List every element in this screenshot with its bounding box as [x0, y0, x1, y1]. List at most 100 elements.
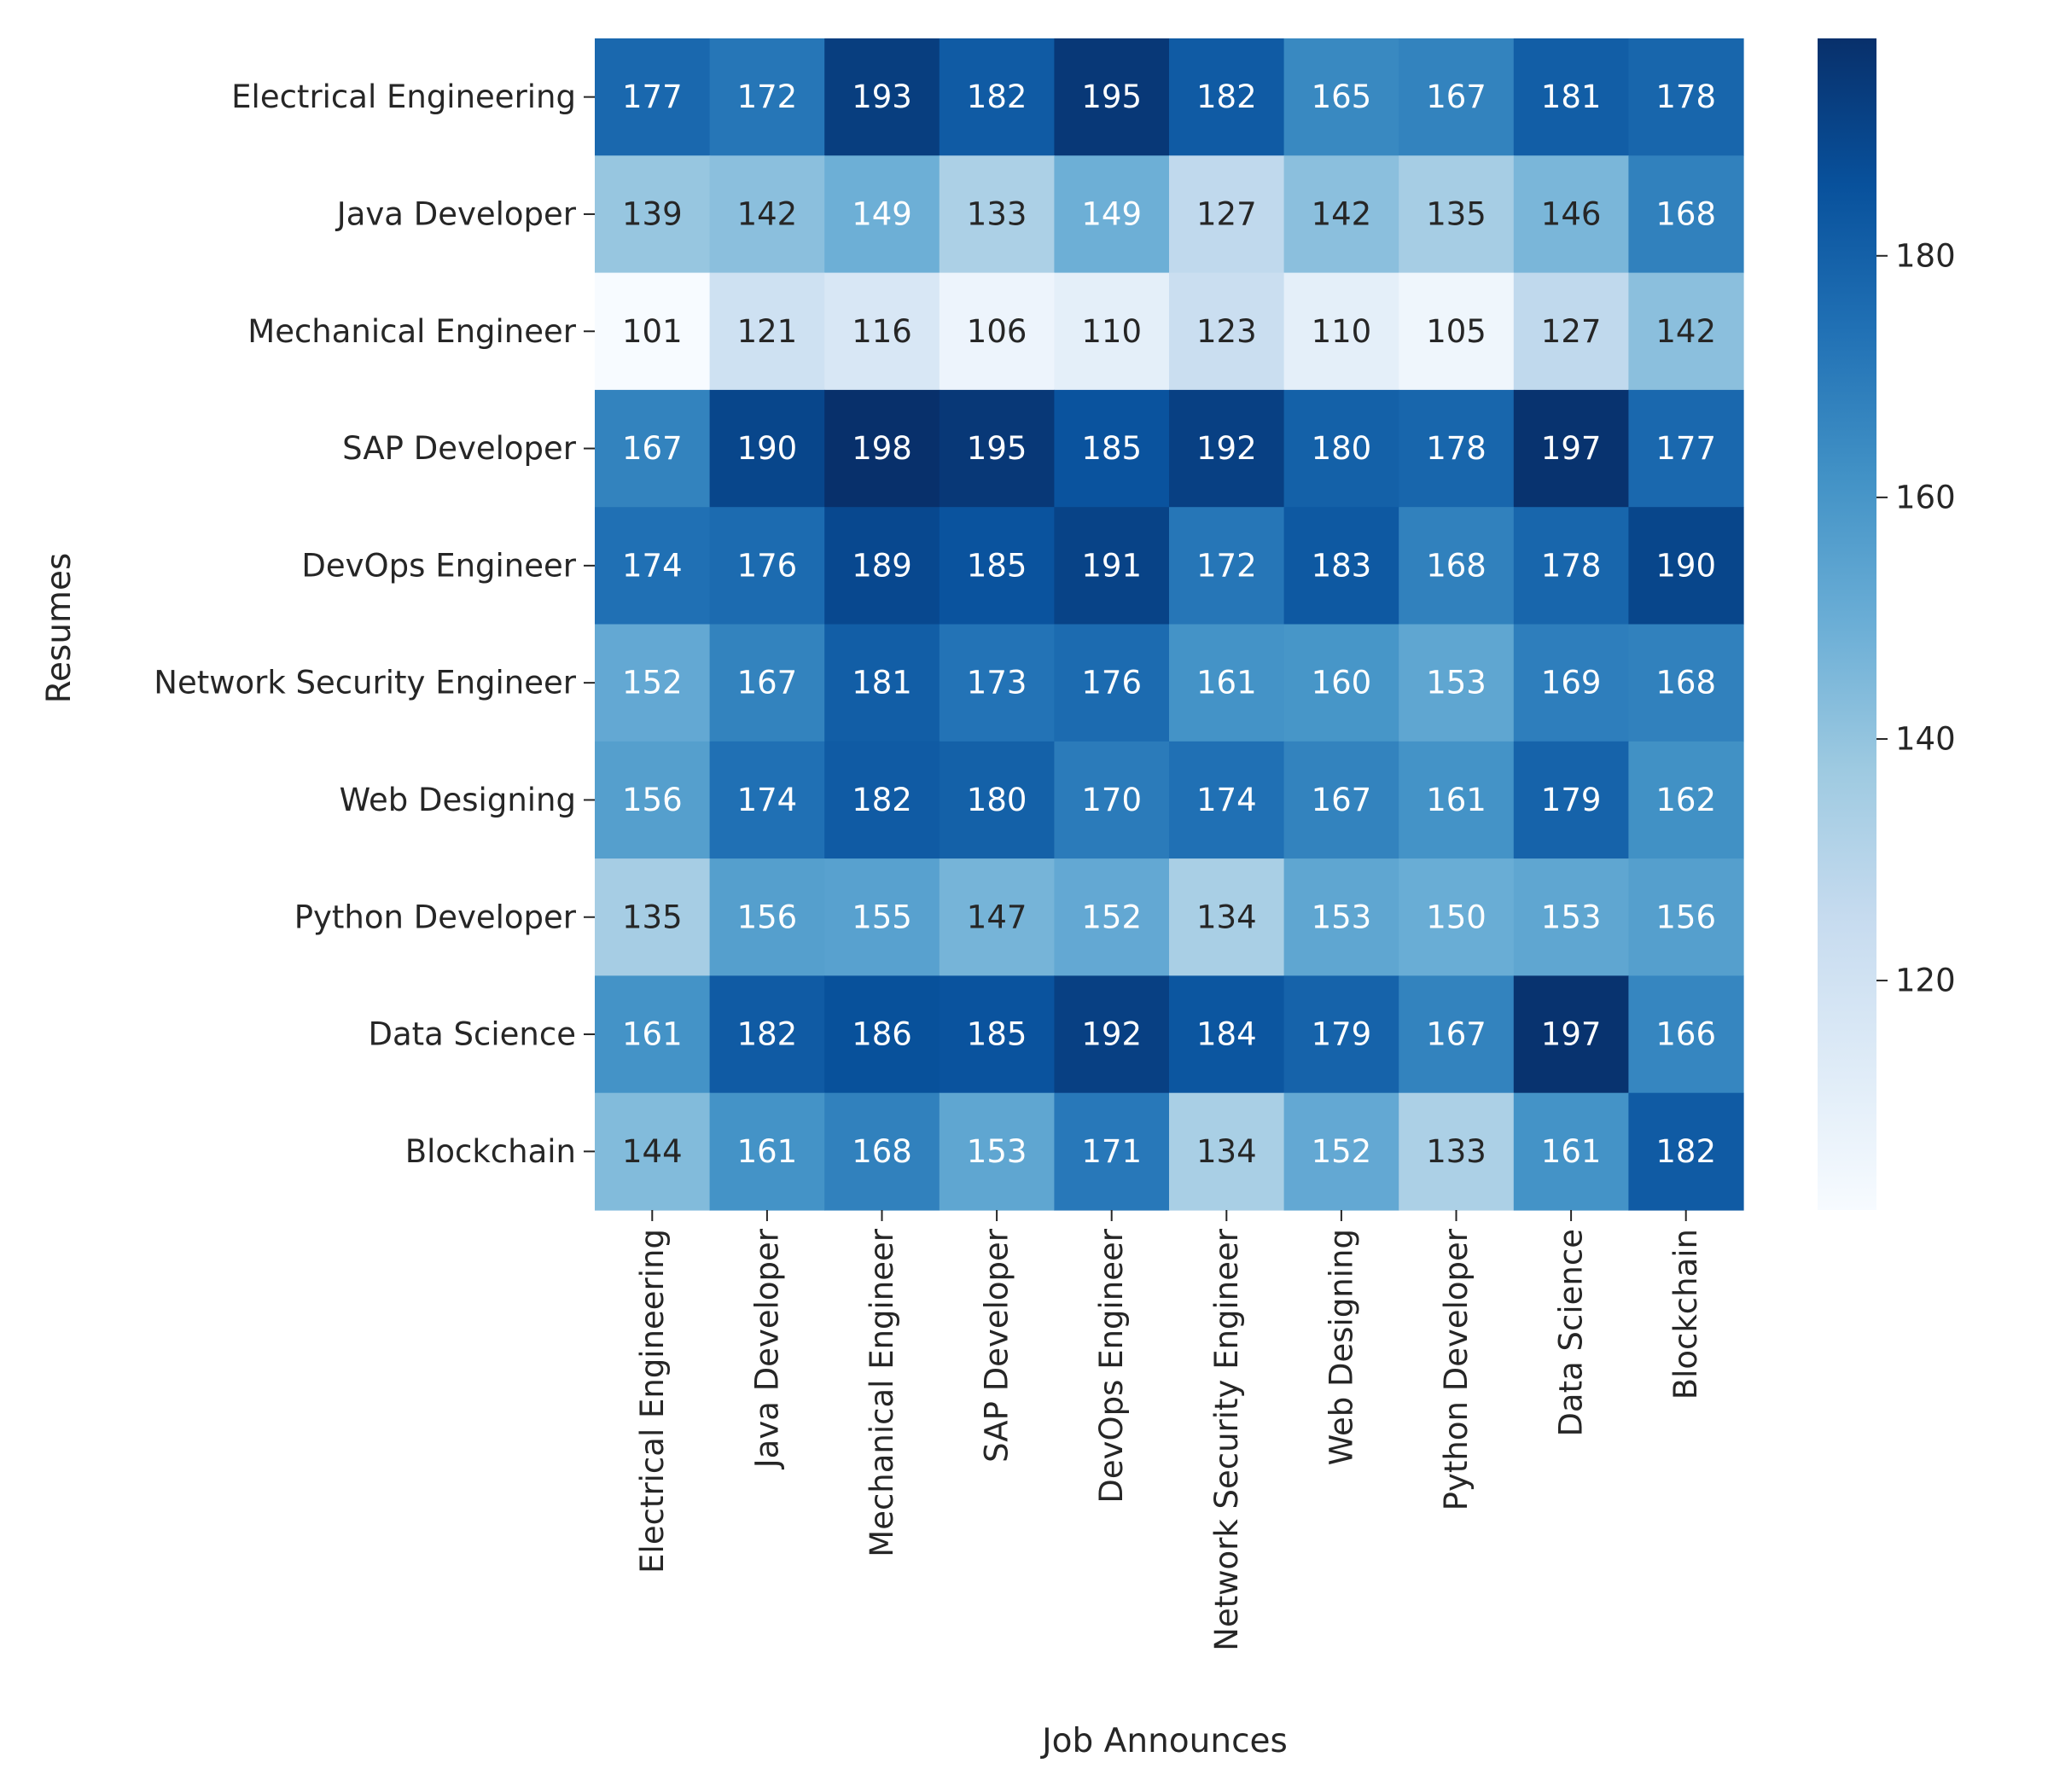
cell-value-label: 197 [1541, 430, 1602, 467]
cell-value-label: 195 [967, 430, 1027, 467]
cell-value-label: 169 [1541, 665, 1602, 701]
heatmap-cell [1513, 389, 1629, 508]
cell-value-label: 156 [1655, 899, 1716, 935]
cell-value-label: 161 [1196, 665, 1257, 701]
colorbar [1818, 38, 1876, 1210]
heatmap-cell [709, 38, 825, 156]
heatmap-cell [1283, 858, 1399, 976]
y-tick-label: Web Designing [340, 782, 576, 818]
cell-value-label: 153 [967, 1133, 1027, 1170]
cell-value-label: 195 [1081, 79, 1142, 115]
cell-value-label: 172 [1196, 547, 1257, 584]
heatmap-cell [595, 38, 711, 156]
cell-value-label: 121 [737, 313, 798, 350]
heatmap-cell [824, 272, 940, 391]
cell-value-label: 166 [1655, 1016, 1716, 1053]
cell-value-label: 168 [1655, 665, 1716, 701]
y-axis-ticks: Electrical Engineering Java Developer Mech… [154, 79, 595, 1170]
heatmap-cell [1628, 507, 1744, 625]
y-tick-label: DevOps Engineer [301, 547, 576, 584]
heatmap-cell [709, 389, 825, 508]
x-tick-label: Python Developer [1438, 1228, 1475, 1510]
cell-value-label: 162 [1655, 782, 1716, 818]
heatmap-cell [1399, 975, 1515, 1094]
heatmap-cell [1054, 155, 1170, 274]
cell-value-label: 182 [1655, 1133, 1716, 1170]
cell-value-label: 161 [1541, 1133, 1602, 1170]
cell-value-label: 156 [622, 782, 683, 818]
cell-value-label: 152 [622, 665, 683, 701]
heatmap-cell [709, 741, 825, 859]
cell-value-label: 161 [622, 1016, 683, 1053]
cell-value-label: 149 [1081, 195, 1142, 232]
cell-value-label: 147 [967, 899, 1027, 935]
cell-value-label: 189 [852, 547, 912, 584]
heatmap-cell [1628, 741, 1744, 859]
heatmap-cell [1513, 975, 1629, 1094]
cell-value-label: 178 [1655, 79, 1716, 115]
cell-value-label: 191 [1081, 547, 1142, 584]
heatmap-cell [1399, 741, 1515, 859]
cell-value-label: 135 [1426, 195, 1487, 232]
x-axis-ticks: Electrical Engineering Java Developer Mech… [634, 1210, 1704, 1651]
cell-value-label: 146 [1541, 195, 1602, 232]
heatmap-cell [824, 38, 940, 156]
heatmap-cell [1283, 155, 1399, 274]
colorbar-tick-label: 120 [1895, 963, 1956, 999]
heatmap-cell [824, 155, 940, 274]
heatmap-cell [1054, 741, 1170, 859]
cell-value-label: 168 [1426, 547, 1487, 584]
heatmap-cell [824, 624, 940, 742]
heatmap-cell [824, 741, 940, 859]
heatmap-cell [939, 272, 1055, 391]
cell-value-label: 174 [737, 782, 798, 818]
cell-value-label: 133 [1426, 1133, 1487, 1170]
cell-value-label: 172 [737, 79, 798, 115]
heatmap-cell [1054, 389, 1170, 508]
cell-value-label: 185 [967, 1016, 1027, 1053]
cell-value-label: 156 [737, 899, 798, 935]
heatmap-cell [1399, 1092, 1515, 1211]
cell-value-label: 167 [1312, 782, 1372, 818]
heatmap-cell [1513, 272, 1629, 391]
colorbar-tick-label: 180 [1895, 237, 1956, 274]
cell-value-label: 174 [1196, 782, 1257, 818]
cell-value-label: 165 [1312, 79, 1372, 115]
heatmap-cell [1169, 975, 1285, 1094]
cell-value-label: 167 [737, 665, 798, 701]
cell-value-label: 135 [622, 899, 683, 935]
heatmap-cell [1283, 1092, 1399, 1211]
x-tick-label: Blockchain [1667, 1229, 1704, 1399]
cell-value-label: 180 [967, 782, 1027, 818]
y-tick-label: Mechanical Engineer [247, 313, 577, 350]
x-tick-label: Data Science [1553, 1229, 1590, 1437]
heatmap-cell [1513, 858, 1629, 976]
heatmap-cells: 177 172 193 182 195 182 165 167 181 178 139 142 149 1… [595, 38, 1744, 1211]
cell-value-label: 167 [622, 430, 683, 467]
heatmap-cell [824, 389, 940, 508]
heatmap-cell [939, 624, 1055, 742]
cell-value-label: 177 [1655, 430, 1716, 467]
cell-value-label: 179 [1541, 782, 1602, 818]
heatmap-cell [1054, 858, 1170, 976]
heatmap-cell [709, 975, 825, 1094]
y-tick-label: Electrical Engineering [231, 79, 576, 115]
heatmap-cell [1054, 507, 1170, 625]
x-axis-title: Job Announces [1039, 1722, 1288, 1760]
cell-value-label: 142 [737, 195, 798, 232]
x-tick-label: SAP Developer [979, 1228, 1015, 1463]
cell-value-label: 184 [1196, 1016, 1257, 1053]
cell-value-label: 190 [737, 430, 798, 467]
cell-value-label: 168 [1655, 195, 1716, 232]
heatmap-cell [824, 975, 940, 1094]
heatmap-cell [824, 858, 940, 976]
cell-value-label: 123 [1196, 313, 1257, 350]
cell-value-label: 105 [1426, 313, 1487, 350]
cell-value-label: 192 [1196, 430, 1257, 467]
heatmap-cell [939, 155, 1055, 274]
cell-value-label: 152 [1312, 1133, 1372, 1170]
cell-value-label: 178 [1541, 547, 1602, 584]
heatmap-cell [595, 858, 711, 976]
cell-value-label: 183 [1312, 547, 1372, 584]
